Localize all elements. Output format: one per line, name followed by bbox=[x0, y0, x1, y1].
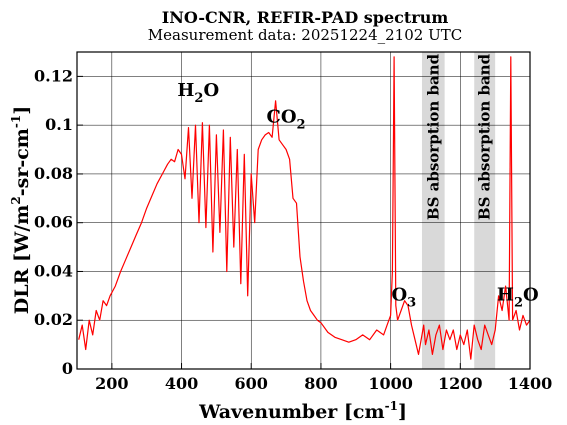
x-axis-label-end: ] bbox=[398, 401, 407, 423]
y-axis-label-end: ] bbox=[11, 106, 33, 115]
x-axis-ticks: 200 400 600 800 1000 1200 1400 bbox=[95, 363, 552, 393]
y-tick-label-6: 0.12 bbox=[34, 66, 73, 85]
annotation-4: H2O bbox=[497, 285, 539, 311]
chart-subtitle: Measurement data: 20251224_2102 UTC bbox=[148, 26, 462, 44]
y-tick-label-3: 0.06 bbox=[34, 213, 73, 232]
annotations: H2O CO2 O3 H2O bbox=[177, 80, 538, 311]
y-axis-label-sup2: -1 bbox=[9, 115, 23, 128]
y-tick-label-4: 0.08 bbox=[34, 164, 73, 183]
y-axis-label-text: DLR [W/m bbox=[11, 205, 33, 315]
y-tick-label-1: 0.02 bbox=[34, 310, 73, 329]
y-axis-label-sup1: 2 bbox=[9, 196, 23, 204]
absorption-band-1 bbox=[421, 52, 445, 369]
annotation-3: O3 bbox=[391, 285, 416, 311]
x-tick-label-2: 600 bbox=[235, 374, 268, 393]
absorption-band-label-2: BS absorption band bbox=[476, 53, 494, 220]
x-tick-label-5: 1200 bbox=[438, 374, 483, 393]
spectrum-line-0 bbox=[78, 56, 531, 360]
chart-title: INO-CNR, REFIR-PAD spectrum bbox=[162, 8, 449, 27]
absorption-band-label-1: BS absorption band bbox=[424, 53, 442, 220]
absorption-bands: BS absorption band BS absorption band bbox=[421, 52, 496, 369]
x-tick-label-3: 800 bbox=[304, 374, 337, 393]
y-axis-label: DLR [W/m2-sr-cm-1] bbox=[9, 106, 33, 314]
annotation-2: CO2 bbox=[267, 107, 306, 133]
y-tick-label-5: 0.1 bbox=[45, 115, 73, 134]
absorption-band-2 bbox=[474, 52, 496, 369]
x-tick-label-1: 400 bbox=[165, 374, 198, 393]
x-axis-label: Wavenumber [cm-1] bbox=[198, 399, 407, 423]
y-axis-label-mid: -sr-cm bbox=[11, 128, 33, 196]
spectrum-series bbox=[78, 56, 531, 360]
y-axis-ticks: 0 0.02 0.04 0.06 0.08 0.1 0.12 bbox=[34, 66, 83, 378]
x-tick-label-4: 1000 bbox=[368, 374, 413, 393]
annotation-1: H2O bbox=[177, 80, 219, 106]
y-tick-label-0: 0 bbox=[62, 359, 73, 378]
x-axis-label-text: Wavenumber [cm bbox=[198, 401, 385, 423]
y-tick-label-2: 0.04 bbox=[34, 261, 73, 280]
plot-frame bbox=[76, 51, 531, 370]
x-tick-label-0: 200 bbox=[95, 374, 128, 393]
x-tick-label-6: 1400 bbox=[508, 374, 553, 393]
grid-lines bbox=[77, 52, 531, 370]
x-axis-label-sup: -1 bbox=[385, 399, 398, 413]
